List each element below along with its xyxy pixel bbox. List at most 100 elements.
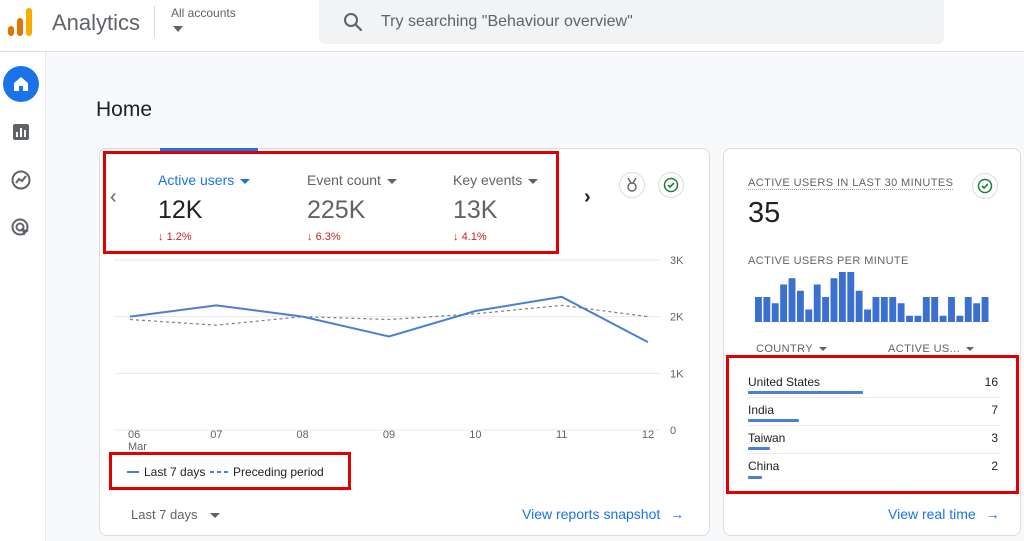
metric-change-key-events: ↓ 4.1%: [453, 231, 487, 243]
sidebar-item-home[interactable]: [3, 66, 39, 102]
overview-card: [99, 148, 710, 536]
check-circle-icon[interactable]: [658, 172, 684, 198]
per-minute-bar: [939, 315, 947, 322]
per-minute-bar: [830, 278, 838, 322]
series-line-preceding-period: [129, 304, 649, 326]
app-title: Analytics: [52, 10, 141, 35]
table-row[interactable]: Taiwan 3: [748, 426, 1000, 454]
metric-tab-key-events[interactable]: Key events: [453, 172, 539, 188]
page-title: Home: [96, 98, 153, 121]
per-minute-bar: [822, 297, 830, 322]
chevron-down-icon[interactable]: [173, 26, 183, 32]
legend-swatch-previous: [210, 471, 228, 473]
per-minute-bar: [906, 315, 913, 322]
metric-change-active-users: ↓ 1.2%: [158, 231, 192, 243]
highlight-box-metrics: [103, 151, 559, 254]
per-minute-bar: [838, 272, 846, 322]
per-minute-bar: [847, 272, 855, 322]
series-line-last-7-days: [129, 295, 649, 344]
metric-value-key-events: 13K: [453, 196, 498, 224]
per-minute-bar: [872, 297, 880, 322]
per-minute-bar: [813, 284, 821, 322]
per-minute-bar: [964, 297, 972, 322]
x-tick-label: 11: [556, 429, 567, 441]
country-share-bar: [748, 391, 863, 394]
per-minute-bar: [796, 290, 804, 322]
y-tick-label: 2K: [670, 312, 684, 324]
active-tab-indicator: [160, 148, 258, 151]
medal-icon: [627, 177, 637, 192]
sidebar-item-advertising[interactable]: [3, 210, 39, 246]
per-minute-bar: [956, 315, 964, 322]
x-tick-label: 09: [383, 429, 395, 441]
check-icon: [977, 178, 993, 194]
country-name: United States: [748, 375, 821, 389]
country-name: India: [748, 403, 775, 417]
x-tick-label: 07: [210, 429, 222, 441]
y-tick-label: 3K: [670, 255, 684, 267]
table-row[interactable]: China 2: [748, 454, 1000, 482]
per-minute-bar-chart: [755, 272, 989, 322]
table-row[interactable]: India 7: [748, 398, 1000, 426]
country-name: China: [748, 459, 780, 473]
bar-chart-icon: [13, 124, 29, 140]
per-minute-bar: [805, 309, 813, 322]
y-tick-label: 0: [670, 425, 676, 437]
insights-badge-icon[interactable]: [619, 172, 645, 198]
home-icon: [14, 77, 28, 91]
sidebar-item-explore[interactable]: [3, 162, 39, 198]
title-divider: [154, 6, 155, 38]
per-minute-bar: [855, 290, 863, 322]
trending-icon: [11, 170, 31, 190]
per-minute-bar: [897, 303, 905, 322]
column-header-country[interactable]: COUNTRY: [756, 343, 827, 355]
legend-swatch-current: [127, 471, 139, 473]
x-tick-label: 12: [642, 429, 654, 441]
account-picker-label[interactable]: All accounts: [171, 6, 236, 20]
cursor-target-icon: [11, 218, 29, 236]
top-bar: Analytics All accounts Try searching "Be…: [0, 0, 1024, 52]
per-minute-bar: [973, 303, 981, 322]
metric-change-event-count: ↓ 6.3%: [307, 231, 341, 243]
metric-tab-event-count[interactable]: Event count: [307, 172, 397, 188]
search-bar[interactable]: Try searching "Behaviour overview": [319, 0, 944, 44]
metric-value-active-users: 12K: [158, 196, 203, 224]
realtime-value: 35: [748, 197, 781, 229]
realtime-card: [723, 148, 1021, 536]
view-real-time-link[interactable]: View real time →: [888, 506, 1000, 522]
table-row[interactable]: United States 16: [748, 370, 1000, 398]
sidebar-item-reports[interactable]: [3, 114, 39, 150]
country-value: 3: [991, 431, 998, 445]
per-minute-bar: [889, 297, 897, 322]
x-tick-sublabel: Mar: [128, 441, 147, 450]
country-value: 2: [991, 459, 998, 473]
per-minute-bar: [948, 297, 955, 322]
x-tick-label: 06: [128, 429, 140, 441]
legend-previous: Preceding period: [233, 465, 324, 479]
search-input[interactable]: Try searching "Behaviour overview": [381, 13, 633, 30]
view-reports-snapshot-link[interactable]: View reports snapshot →: [522, 506, 685, 522]
per-minute-bar: [914, 315, 922, 322]
per-minute-bar: [864, 309, 871, 322]
legend-current: Last 7 days: [144, 465, 206, 479]
chevron-left-icon[interactable]: ‹: [110, 186, 117, 208]
per-minute-bar: [931, 297, 939, 322]
per-minute-heading: ACTIVE USERS PER MINUTE: [748, 255, 909, 267]
metric-tab-active-users[interactable]: Active users: [158, 172, 251, 188]
x-tick-label: 08: [297, 429, 309, 441]
country-value: 7: [991, 403, 998, 417]
per-minute-bar: [922, 297, 930, 322]
column-header-active-users[interactable]: ACTIVE US...: [888, 343, 975, 355]
realtime-heading: ACTIVE USERS IN LAST 30 MINUTES: [748, 177, 954, 190]
per-minute-bar: [780, 284, 788, 322]
highlight-box-countries: [726, 355, 1019, 494]
chevron-right-icon[interactable]: ›: [584, 186, 591, 208]
realtime-check-circle-icon[interactable]: [972, 173, 998, 199]
country-share-bar: [748, 419, 799, 422]
country-name: Taiwan: [748, 431, 786, 445]
per-minute-bar: [763, 297, 771, 322]
check-icon: [663, 177, 679, 193]
date-range-picker[interactable]: Last 7 days: [131, 507, 220, 522]
search-icon: [344, 13, 363, 32]
analytics-logo-icon[interactable]: [6, 6, 36, 38]
